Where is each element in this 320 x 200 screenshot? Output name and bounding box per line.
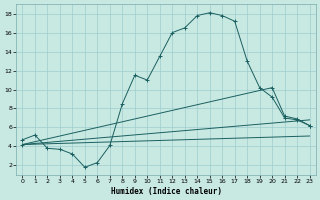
X-axis label: Humidex (Indice chaleur): Humidex (Indice chaleur) xyxy=(110,187,221,196)
